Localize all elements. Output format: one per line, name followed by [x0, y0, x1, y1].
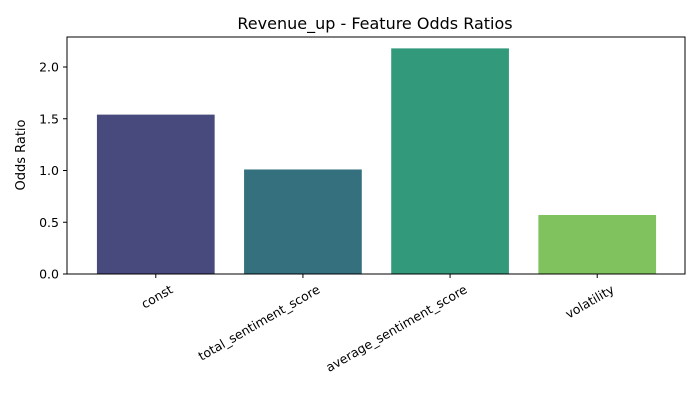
plot-frame [66, 36, 686, 275]
x-ticks-group: const total_sentiment_score average_sentim… [138, 274, 617, 375]
bars-group [96, 48, 657, 275]
x-tick-label: volatility [563, 281, 618, 321]
x-tick-label: average_sentiment_score [323, 281, 470, 374]
y-tick-label: 1.5 [39, 111, 59, 126]
y-tick-label: 1.0 [39, 163, 59, 178]
x-tick-label: const [138, 282, 175, 312]
y-tick-label: 0.0 [39, 267, 59, 282]
y-tick-label: 2.0 [39, 60, 59, 75]
bar-const [96, 114, 215, 274]
x-tick-label: total_sentiment_score [196, 281, 323, 363]
bar-average-sentiment-score [391, 48, 509, 275]
bar-volatility [538, 215, 657, 274]
chart-title: Revenue_up - Feature Odds Ratios [237, 14, 512, 34]
bar-total-sentiment-score [244, 169, 362, 274]
y-ticks-group: 0.0 0.5 1.0 1.5 2.0 [39, 60, 67, 282]
y-tick-label: 0.5 [39, 215, 59, 230]
y-axis-label: Odds Ratio [14, 119, 29, 190]
